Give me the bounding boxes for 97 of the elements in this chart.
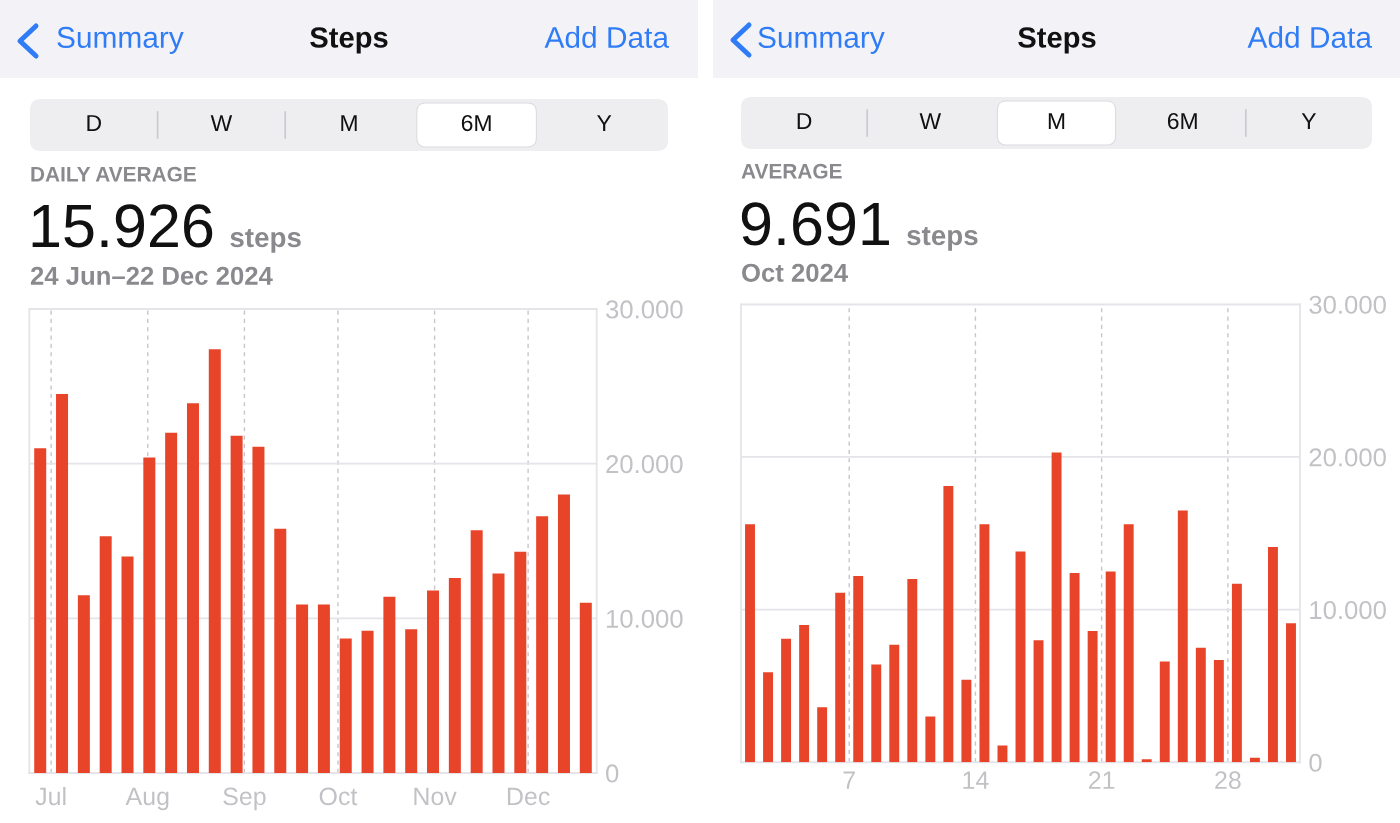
bar	[405, 629, 418, 773]
bar	[1105, 571, 1116, 763]
bar	[339, 638, 352, 773]
text: Y	[597, 115, 612, 131]
bar	[536, 516, 549, 773]
x-tick-label: 7	[843, 771, 855, 789]
bar	[99, 536, 112, 773]
bar	[871, 664, 882, 763]
text: 9.691	[741, 202, 889, 246]
x-tick-label: Aug	[125, 787, 169, 811]
bar	[1051, 452, 1062, 763]
bar	[77, 595, 90, 773]
text: M	[341, 115, 357, 131]
bar	[943, 485, 954, 763]
x-tick-label: Jul	[35, 786, 66, 806]
text: Add Data	[1247, 26, 1372, 49]
bar	[121, 556, 134, 773]
bar	[165, 432, 178, 773]
y-tick-label: 0	[606, 764, 619, 783]
bar	[56, 394, 69, 773]
y-tick-label: 0	[1309, 753, 1322, 772]
y-tick-label: 10.000	[606, 609, 683, 628]
chart-title: Steps	[1018, 27, 1096, 54]
bar	[296, 604, 309, 773]
x-tick-label: 28	[1215, 771, 1241, 789]
bar	[1286, 623, 1296, 763]
x-tick-label: 14	[963, 771, 989, 789]
text: 6M	[461, 114, 491, 132]
bar	[1213, 660, 1224, 763]
bar	[961, 679, 972, 763]
x-tick-label: Oct	[319, 787, 358, 806]
text: 24 Jun–22 Dec 2024	[30, 266, 273, 285]
bar	[1123, 524, 1134, 763]
bar	[557, 494, 570, 773]
y-tick-label: 20.000	[1309, 448, 1386, 467]
bar	[889, 644, 900, 763]
bar	[1015, 551, 1026, 763]
text: steps	[907, 226, 978, 251]
text: 6M	[1167, 112, 1197, 130]
bar	[1033, 640, 1044, 763]
bar	[1195, 647, 1206, 763]
bar	[383, 596, 396, 773]
bar	[317, 604, 330, 773]
text: Summary	[57, 26, 184, 54]
text: steps	[230, 228, 301, 253]
bar	[853, 576, 864, 763]
text: W	[210, 115, 233, 131]
bar	[1231, 583, 1242, 763]
bar	[835, 592, 846, 763]
bar	[1069, 572, 1080, 763]
bar	[448, 578, 461, 773]
bar	[252, 446, 265, 773]
bar	[1267, 547, 1278, 763]
y-tick-label: 30.000	[606, 300, 683, 319]
bar	[230, 435, 243, 773]
bar	[781, 638, 792, 763]
text: M	[1048, 113, 1065, 129]
text: 15.926	[32, 204, 213, 248]
x-tick-label: Sep	[223, 787, 266, 811]
bar	[817, 707, 828, 763]
text: Summary	[758, 26, 885, 54]
y-tick-label: 20.000	[606, 455, 683, 474]
bar	[492, 573, 505, 773]
x-tick-label: Nov	[414, 787, 457, 806]
bar	[745, 524, 755, 763]
y-tick-label: 30.000	[1309, 295, 1386, 314]
bar	[907, 579, 918, 763]
text: Y	[1301, 113, 1317, 129]
bar	[799, 624, 810, 763]
text: D	[87, 115, 101, 131]
text: W	[919, 113, 942, 129]
text: AVERAGE	[741, 163, 842, 179]
bar	[361, 630, 374, 773]
bar	[274, 528, 287, 773]
text: Oct 2024	[742, 263, 848, 282]
bar	[34, 448, 47, 773]
bar	[925, 716, 936, 763]
bar	[186, 403, 199, 773]
text: DAILY AVERAGE	[31, 166, 196, 182]
chart-title: Steps	[310, 27, 388, 54]
bar	[979, 524, 990, 763]
text: D	[797, 113, 812, 129]
bar	[470, 530, 483, 773]
text: Add Data	[544, 26, 669, 49]
bar	[1177, 510, 1188, 763]
x-tick-label: 21	[1089, 771, 1115, 789]
bar	[514, 551, 527, 773]
bar	[763, 672, 774, 763]
x-tick-label: Dec	[507, 787, 550, 806]
y-tick-label: 10.000	[1310, 601, 1386, 620]
bar	[1159, 661, 1170, 763]
bar	[143, 457, 156, 773]
bar	[208, 349, 221, 773]
bar	[1141, 759, 1152, 763]
bar	[1087, 631, 1098, 763]
bar	[427, 590, 440, 773]
bar	[579, 602, 592, 773]
